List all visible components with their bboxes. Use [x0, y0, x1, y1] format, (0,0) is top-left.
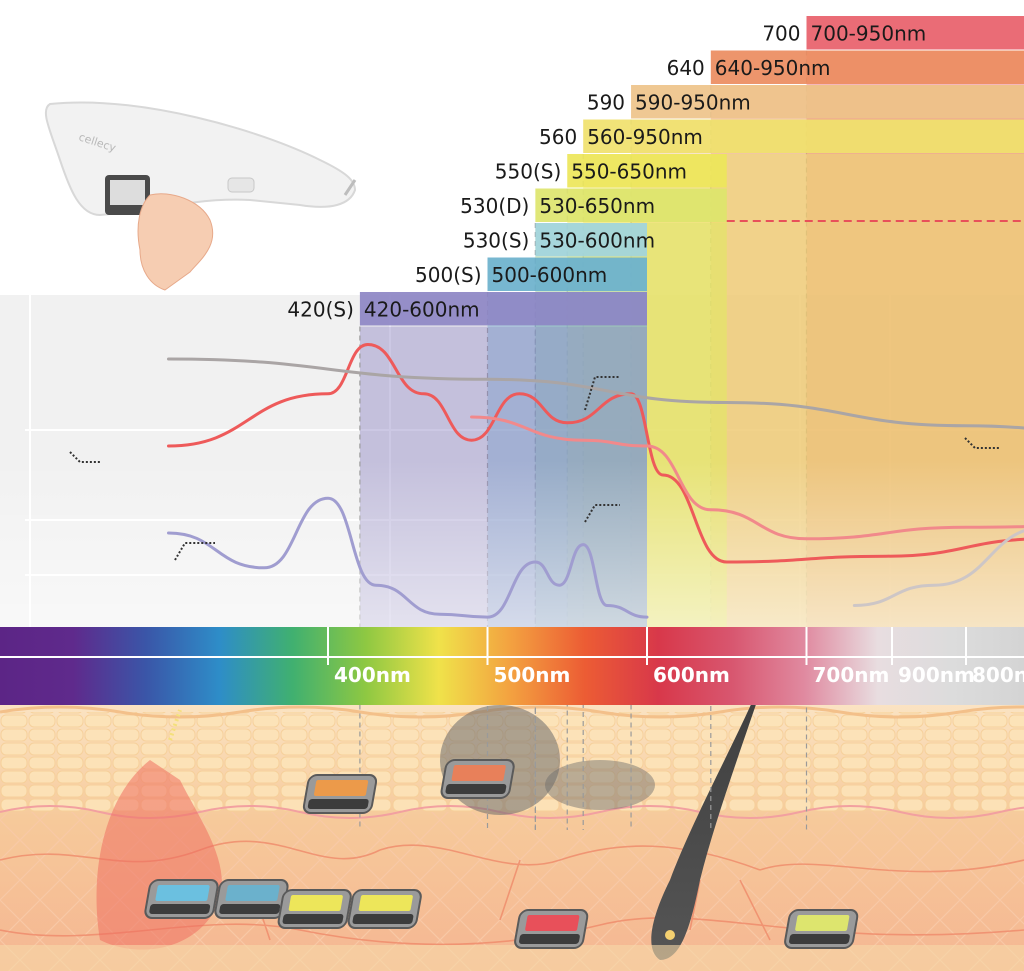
filter-code-label: 530(S) — [463, 228, 529, 252]
filter-tip — [347, 889, 422, 929]
filter-code-label: 700 — [762, 21, 800, 45]
tick-label: 800nm — [972, 663, 1024, 687]
curve-leader — [69, 451, 100, 463]
filter-header-bar — [710, 50, 1024, 84]
filter-code-label: 550(S) — [495, 159, 561, 183]
tick-label: 500nm — [494, 663, 571, 687]
filter-code-label: 560 — [539, 125, 577, 149]
filter-tip — [144, 879, 219, 919]
filter-range-label: 550-650nm — [571, 159, 687, 183]
spectrum-axis — [0, 627, 1024, 705]
skin-illustration — [0, 635, 1024, 971]
absorption-curve — [167, 496, 649, 619]
filter-range-label: 640-950nm — [715, 56, 831, 80]
tick-label: 600nm — [653, 663, 730, 687]
absorption-curve — [852, 529, 1024, 607]
filter-range-label: 560-950nm — [587, 125, 703, 149]
filter-range-label: 590-950nm — [635, 90, 751, 114]
filter-range-label: 500-600nm — [492, 263, 608, 287]
filter-tips — [144, 759, 859, 949]
absorption-curve — [470, 415, 1024, 541]
filter-header-bar — [583, 119, 1024, 153]
spectrum-bar — [0, 627, 1024, 705]
filter-header-bar — [567, 154, 727, 188]
x-axis-ticks: 400nm 500nm 600nm 700nm 800nm900nm — [327, 627, 1024, 687]
filter-range-label: 530-650nm — [539, 194, 655, 218]
filter-tip — [784, 909, 859, 949]
filter-code-label: 420(S) — [287, 297, 353, 321]
plot-fade — [0, 460, 1024, 630]
filter-labels: 700 700-950nm 640 640-950nm 590 590-950nm 560 5… — [287, 21, 926, 321]
filter-tip — [277, 889, 352, 929]
filter-range-label: 700-950nm — [811, 21, 927, 45]
filter-tip — [514, 909, 589, 949]
filter-range-label: 420-600nm — [364, 297, 480, 321]
filter-tip — [302, 774, 378, 814]
filter-header-bar — [806, 16, 1024, 50]
filter-header-bar — [631, 85, 1024, 119]
filter-header-bar — [487, 257, 647, 291]
filter-header-bar — [535, 188, 727, 222]
tick-label: 900nm — [898, 663, 975, 687]
curve-leader — [964, 437, 1000, 449]
absorption-curves — [69, 342, 1024, 619]
filter-range-label: 530-600nm — [539, 228, 655, 252]
filter-code-label: 530(D) — [460, 194, 529, 218]
absorption-curve — [167, 342, 1024, 564]
filter-code-label: 640 — [667, 56, 705, 80]
absorption-curve — [167, 357, 1024, 430]
filter-tip — [214, 879, 289, 919]
filter-code-label: 590 — [587, 90, 625, 114]
filter-header-bar — [359, 292, 647, 326]
filter-tip — [440, 759, 515, 799]
tick-label: 700nm — [813, 663, 890, 687]
curve-leader — [584, 504, 620, 523]
filter-header-bar — [535, 223, 647, 257]
filter-code-label: 500(S) — [415, 263, 481, 287]
handpiece-illustration: cellecy — [44, 101, 357, 291]
tick-label: 400nm — [334, 663, 411, 687]
